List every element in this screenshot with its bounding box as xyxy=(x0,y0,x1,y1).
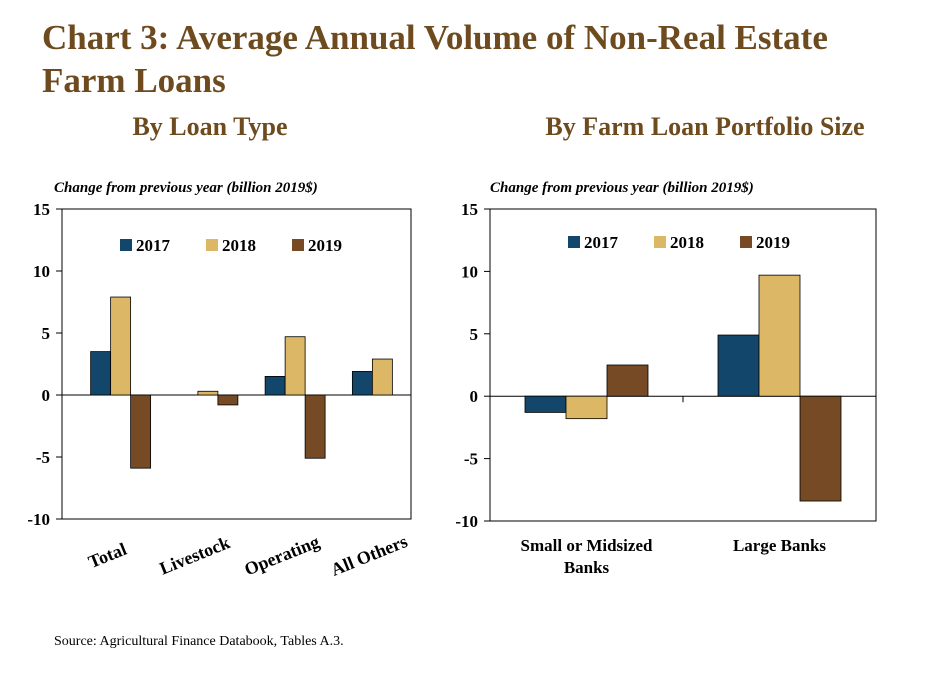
legend-swatch-2018 xyxy=(654,236,666,248)
bar-2019-total xyxy=(130,394,152,469)
y-tick-label: -5 xyxy=(464,450,478,469)
bar-2019-livestock xyxy=(217,394,239,406)
category-label: Total xyxy=(85,539,129,572)
legend-label-2017: 2017 xyxy=(584,233,619,252)
y-tick-label: 0 xyxy=(470,387,479,406)
left-y-axis-label: Change from previous year (billion 2019$… xyxy=(54,180,318,196)
y-tick-label: 15 xyxy=(461,200,478,219)
bar-2017-all-others xyxy=(351,371,373,396)
legend-swatch-2018 xyxy=(206,239,218,251)
right-y-axis-label: Change from previous year (billion 2019$… xyxy=(490,180,754,196)
legend-swatch-2017 xyxy=(568,236,580,248)
bar-2017-total xyxy=(90,351,112,396)
category-label: Livestock xyxy=(157,532,233,578)
source-note: Source: Agricultural Finance Databook, T… xyxy=(54,634,344,649)
bar-2018-operating xyxy=(284,336,306,396)
legend-label-2019: 2019 xyxy=(756,233,790,252)
legend-label-2019: 2019 xyxy=(308,236,342,255)
y-tick-label: 0 xyxy=(42,386,51,405)
left-chart-title: By Loan Type xyxy=(132,112,288,141)
legend-swatch-2019 xyxy=(740,236,752,248)
bar-2019-small-or-midsized-banks xyxy=(606,364,649,397)
y-tick-label: -10 xyxy=(27,510,50,529)
y-tick-label: 15 xyxy=(33,200,50,219)
category-label: Small or Midsized xyxy=(521,536,653,555)
bar-2017-large-banks xyxy=(717,334,760,397)
plot-frame-0 xyxy=(61,208,412,520)
y-tick-label: 5 xyxy=(42,324,51,343)
bar-2017-operating xyxy=(264,375,286,396)
legend-swatch-2017 xyxy=(120,239,132,251)
category-label: All Others xyxy=(328,531,410,580)
category-label: Operating xyxy=(242,531,323,579)
legend-label-2018: 2018 xyxy=(222,236,256,255)
bar-2019-large-banks xyxy=(799,395,842,502)
y-tick-label: -5 xyxy=(36,448,50,467)
page-title: Chart 3: Average Annual Volume of Non-Re… xyxy=(42,18,828,100)
bar-2017-small-or-midsized-banks xyxy=(524,395,567,413)
bar-2018-livestock xyxy=(197,390,219,396)
y-tick-label: -10 xyxy=(455,512,478,531)
bar-2018-large-banks xyxy=(758,274,801,397)
legend-swatch-2019 xyxy=(292,239,304,251)
legend-label-2018: 2018 xyxy=(670,233,704,252)
y-tick-label: 10 xyxy=(33,262,50,281)
category-label: Banks xyxy=(564,558,610,577)
right-chart-title: By Farm Loan Portfolio Size xyxy=(545,112,865,141)
legend-label-2017: 2017 xyxy=(136,236,171,255)
bar-2018-total xyxy=(110,296,132,396)
bar-2018-all-others xyxy=(371,358,393,396)
bar-2018-small-or-midsized-banks xyxy=(565,395,608,420)
y-tick-label: 5 xyxy=(470,325,479,344)
plot-frame-1 xyxy=(489,208,877,522)
y-tick-label: 10 xyxy=(461,262,478,281)
category-label: Large Banks xyxy=(733,536,826,555)
bar-2019-operating xyxy=(304,394,326,459)
